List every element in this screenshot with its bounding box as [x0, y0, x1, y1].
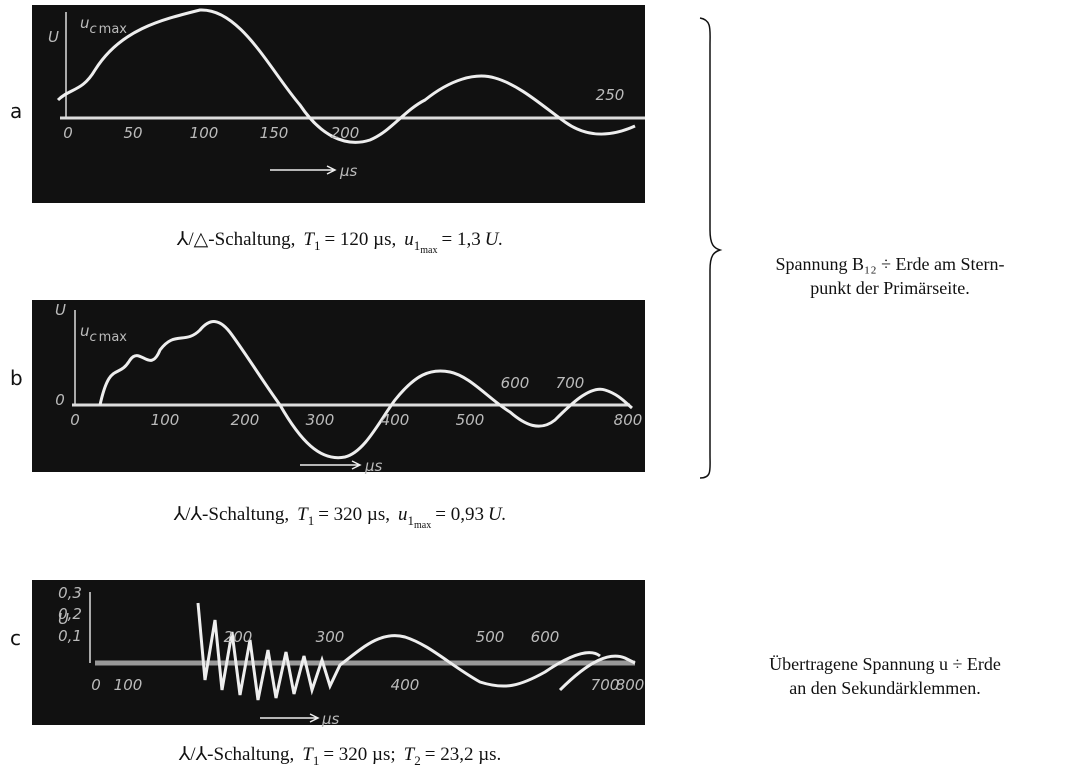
y-label: U [55, 301, 66, 319]
subsub: max [99, 22, 128, 37]
panel-bg [32, 300, 645, 472]
unit: µs [339, 162, 358, 180]
x-tick-label: 50 [123, 124, 142, 142]
u-unit: U. [488, 504, 506, 525]
x-tick-label: 200 [331, 124, 360, 142]
y-tick-label: 0 [55, 391, 65, 409]
circuit: ⅄/△-Schaltung, [176, 229, 296, 250]
x-tick-label: 0 [63, 124, 73, 142]
t-value: = 320 µs, [318, 504, 390, 525]
x-tick-label: 400 [391, 676, 420, 694]
panel-bg [32, 580, 645, 725]
oscillograms [32, 5, 645, 725]
y-label: U [48, 28, 59, 46]
x-tick-label: 0 [91, 676, 101, 694]
x-tick-label: 100 [114, 676, 143, 694]
side-note: Spannung B₁₂ ÷ Erde am Stern- [776, 254, 1005, 274]
unit: µs [321, 710, 340, 728]
brace [700, 18, 720, 478]
x-tick-label: 100 [190, 124, 219, 142]
x-tick-label: 300 [316, 628, 345, 646]
u-value: = 0,93 [435, 504, 484, 525]
x-tick-label: 500 [456, 411, 485, 429]
x-tick-label: 0 [70, 411, 80, 429]
circuit: ⅄/⅄-Schaltung, [173, 504, 290, 525]
x-tick-label: 150 [260, 124, 289, 142]
x-tick-label: 400 [381, 411, 410, 429]
symbol: u [80, 14, 90, 32]
figure: aUucmax050100150200250µs⅄/△-Schaltung,T1… [0, 0, 1079, 777]
u-symbol: u [398, 504, 408, 525]
u-unit: U. [485, 229, 503, 250]
u-symbol: u [404, 229, 414, 250]
t-value: = 320 µs; [323, 744, 395, 765]
t-sub: 1 [314, 238, 321, 253]
t2-sub: 2 [414, 753, 421, 768]
y-tick-label: 0,3 [58, 584, 82, 602]
caption: ⅄/⅄-Schaltung,T1= 320 µs;T2= 23,2 µs. [178, 744, 502, 768]
x-tick-label: 500 [476, 628, 505, 646]
x-tick-label: 250 [596, 86, 625, 104]
x-tick-label: 200 [224, 628, 253, 646]
sub: c [90, 22, 97, 37]
x-tick-label: 100 [151, 411, 180, 429]
x-tick-label: 300 [306, 411, 335, 429]
panel-label: c [10, 626, 21, 650]
y-tick-label: 0,2 [58, 605, 82, 623]
side-note: an den Sekundärklemmen. [789, 678, 980, 698]
t2-value: = 23,2 µs. [425, 744, 502, 765]
panel-label: b [10, 366, 23, 390]
x-tick-label: 700 [556, 374, 585, 392]
panel-label: a [10, 99, 22, 123]
circuit: ⅄/⅄-Schaltung, [178, 744, 295, 765]
x-tick-label: 600 [531, 628, 560, 646]
sub: c [90, 330, 97, 345]
t-value: = 120 µs, [324, 229, 396, 250]
subsub: max [99, 330, 128, 345]
unit: µs [364, 457, 383, 475]
u-subsub: max [414, 520, 431, 531]
t-sub: 1 [313, 753, 320, 768]
symbol: u [80, 322, 90, 340]
x-tick-label: 600 [501, 374, 530, 392]
x-tick-label: 800 [616, 676, 645, 694]
u-value: = 1,3 [441, 229, 480, 250]
y-tick-label: 0,1 [58, 627, 82, 645]
side-note: punkt der Primärseite. [810, 278, 969, 298]
x-tick-label: 800 [614, 411, 643, 429]
t-sub: 1 [308, 513, 315, 528]
side-note: Übertragene Spannung u ÷ Erde [769, 654, 1001, 674]
x-tick-label: 200 [231, 411, 260, 429]
u-subsub: max [420, 245, 437, 256]
page: aUucmax050100150200250µs⅄/△-Schaltung,T1… [0, 0, 1079, 777]
